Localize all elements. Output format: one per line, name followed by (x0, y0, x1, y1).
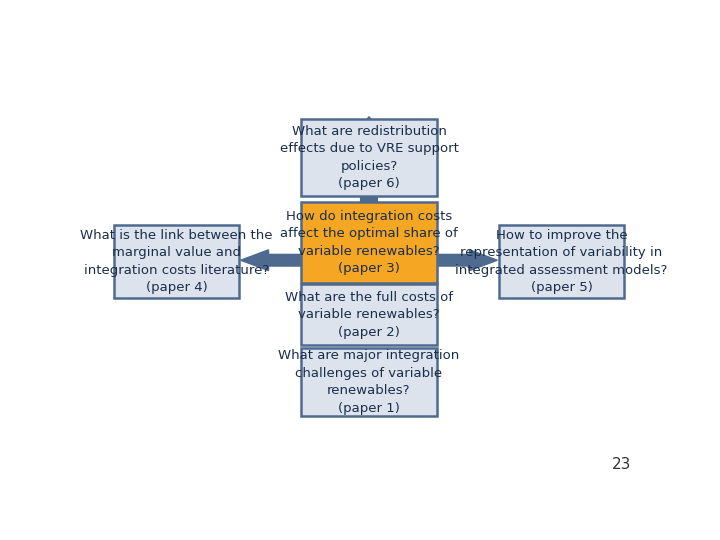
FancyBboxPatch shape (301, 119, 437, 196)
Polygon shape (240, 250, 301, 271)
Polygon shape (437, 250, 498, 271)
Text: What are the full costs of
variable renewables?
(paper 2): What are the full costs of variable rene… (285, 291, 453, 339)
FancyBboxPatch shape (301, 348, 437, 416)
Text: What are redistribution
effects due to VRE support
policies?
(paper 6): What are redistribution effects due to V… (279, 125, 459, 190)
Text: How do integration costs
affect the optimal share of
variable renewables?
(paper: How do integration costs affect the opti… (280, 210, 458, 275)
Text: What are major integration
challenges of variable
renewables?
(paper 1): What are major integration challenges of… (279, 349, 459, 415)
FancyBboxPatch shape (301, 284, 437, 346)
Polygon shape (350, 117, 388, 202)
Text: 23: 23 (612, 457, 631, 472)
FancyBboxPatch shape (114, 225, 239, 298)
Text: What is the link between the
marginal value and
integration costs literature?
(p: What is the link between the marginal va… (80, 228, 273, 294)
FancyBboxPatch shape (499, 225, 624, 298)
Text: How to improve the
representation of variability in
integrated assessment models: How to improve the representation of var… (455, 228, 667, 294)
FancyBboxPatch shape (301, 202, 437, 283)
